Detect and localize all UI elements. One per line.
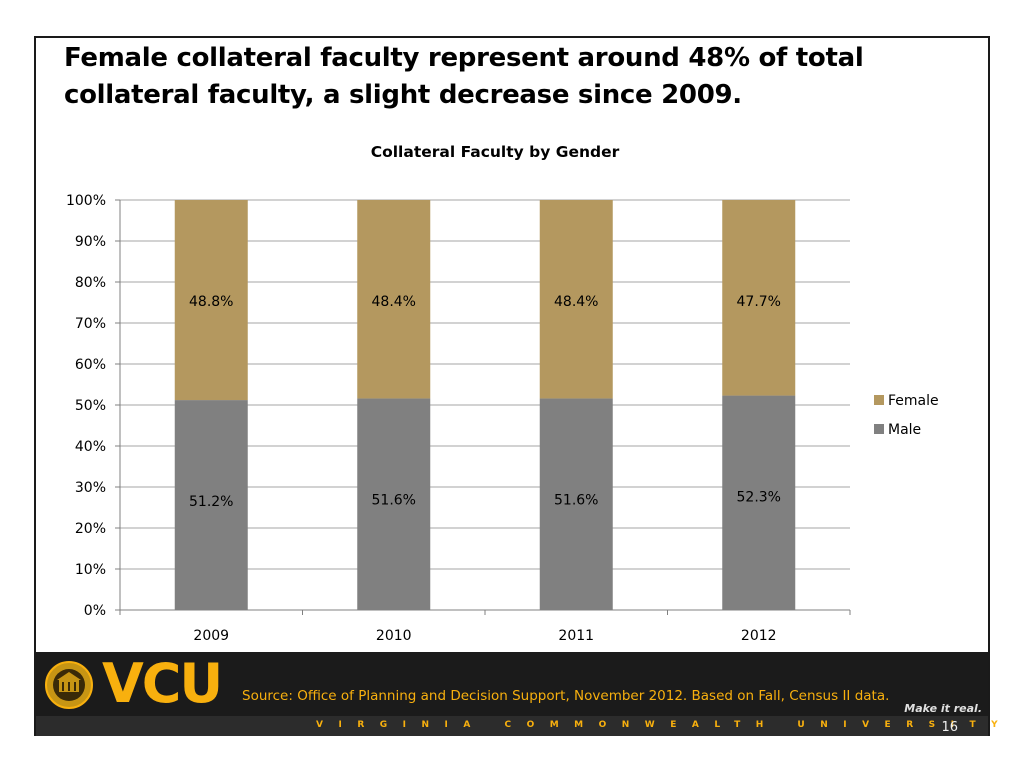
y-tick-label: 80% — [75, 275, 106, 291]
bar-male-2011 — [539, 398, 613, 610]
x-tick-label: 2012 — [741, 628, 777, 644]
tagline: Make it real. — [904, 702, 982, 715]
data-label-female: 48.8% — [189, 294, 233, 310]
data-label-male: 51.6% — [554, 492, 598, 508]
x-tick-label: 2011 — [558, 628, 594, 644]
bar-male-2010 — [357, 398, 431, 610]
legend-label: Male — [888, 422, 921, 438]
y-tick-label: 60% — [75, 357, 106, 373]
y-tick-label: 20% — [75, 521, 106, 537]
footer-banner: VCU Source: Office of Planning and Decis… — [36, 652, 998, 736]
slide: Female collateral faculty represent arou… — [34, 36, 998, 736]
y-tick-label: 90% — [75, 234, 106, 250]
slide-headline: Female collateral faculty represent arou… — [64, 43, 864, 110]
x-tick-label: 2009 — [193, 628, 229, 644]
data-label-male: 52.3% — [737, 490, 781, 506]
chart-title: Collateral Faculty by Gender — [371, 143, 620, 161]
bar-female-2009 — [174, 200, 248, 401]
y-tick-label: 50% — [75, 398, 106, 414]
vcu-logo: VCU — [102, 652, 223, 715]
y-tick-label: 100% — [66, 193, 106, 209]
data-label-male: 51.6% — [372, 492, 416, 508]
bar-female-2011 — [539, 200, 613, 399]
page-number: 16 — [941, 720, 958, 735]
legend-label: Female — [888, 393, 939, 409]
y-tick-label: 0% — [84, 603, 106, 619]
data-label-male: 51.2% — [189, 494, 233, 510]
data-label-female: 47.7% — [737, 294, 781, 310]
data-label-female: 48.4% — [372, 294, 416, 310]
bar-male-2012 — [722, 395, 796, 610]
y-tick-label: 10% — [75, 562, 106, 578]
y-tick-label: 30% — [75, 480, 106, 496]
bar-female-2010 — [357, 200, 431, 399]
legend-swatch-female — [874, 395, 884, 405]
data-label-female: 48.4% — [554, 294, 598, 310]
y-tick-label: 40% — [75, 439, 106, 455]
source-note: Source: Office of Planning and Decision … — [242, 688, 890, 704]
legend-swatch-male — [874, 424, 884, 434]
y-tick-label: 70% — [75, 316, 106, 332]
stacked-bar-chart: Collateral Faculty by Gender 0% 10% 20% 30% 4… — [66, 143, 939, 644]
bar-male-2009 — [174, 400, 248, 610]
footer-stripe — [36, 716, 988, 736]
bar-female-2012 — [722, 200, 796, 396]
university-seal-icon — [45, 661, 93, 709]
x-tick-label: 2010 — [376, 628, 412, 644]
university-name: VIRGINIA COMMONWEALTH UNIVERSITY — [316, 720, 1014, 730]
